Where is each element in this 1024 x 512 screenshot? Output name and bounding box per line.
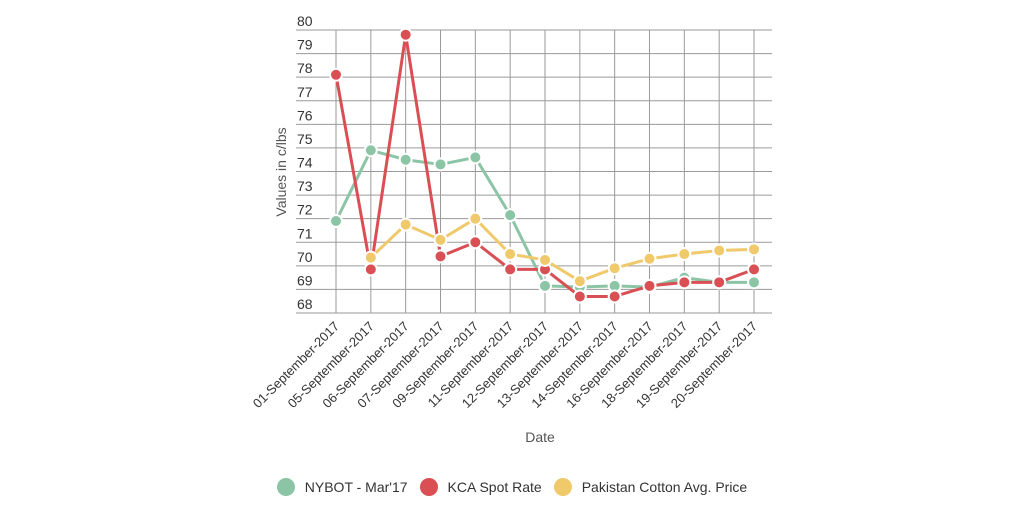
y-axis-title: Values in c/lbs <box>273 127 289 216</box>
x-axis-ticks: 01-September-201705-September-201706-Sep… <box>250 319 760 411</box>
data-point[interactable] <box>607 289 622 304</box>
data-point[interactable] <box>468 235 483 250</box>
series <box>329 27 761 304</box>
legend-label: NYBOT - Mar'17 <box>304 479 408 495</box>
data-point[interactable] <box>572 274 587 289</box>
legend-dot-icon <box>553 478 572 496</box>
data-point[interactable] <box>433 157 448 172</box>
legend-dot-icon <box>419 478 438 496</box>
legend-label: Pakistan Cotton Avg. Price <box>581 479 748 495</box>
legend-label: KCA Spot Rate <box>447 479 542 495</box>
series-2 <box>363 211 761 289</box>
grid <box>296 29 772 314</box>
data-point[interactable] <box>503 262 518 277</box>
legend-item[interactable]: NYBOT - Mar'17 <box>276 478 408 496</box>
data-point[interactable] <box>607 261 622 276</box>
data-point[interactable] <box>398 27 413 42</box>
y-tick-label: 76 <box>297 107 313 123</box>
legend-item[interactable]: Pakistan Cotton Avg. Price <box>553 478 748 496</box>
data-point[interactable] <box>677 247 692 262</box>
data-point[interactable] <box>572 289 587 304</box>
y-axis-ticks: 68 69 70 71 72 73 74 75 76 77 78 79 80 <box>297 13 313 312</box>
data-point[interactable] <box>329 67 343 82</box>
data-point[interactable] <box>398 152 413 167</box>
y-tick-label: 75 <box>297 131 313 147</box>
line-chart: 68 69 70 71 72 73 74 75 76 77 78 79 80 01-September-… <box>250 13 772 445</box>
data-point[interactable] <box>329 214 343 229</box>
data-point[interactable] <box>642 251 657 266</box>
data-point[interactable] <box>747 275 761 290</box>
data-point[interactable] <box>363 262 378 277</box>
data-point[interactable] <box>642 278 657 293</box>
data-point[interactable] <box>433 249 448 264</box>
legend-dot-icon <box>276 478 295 496</box>
x-axis-title: Date <box>525 429 555 445</box>
data-point[interactable] <box>712 275 727 290</box>
data-point[interactable] <box>433 232 448 247</box>
y-tick-label: 79 <box>297 37 313 53</box>
data-point[interactable] <box>538 252 552 267</box>
series-line <box>369 217 755 283</box>
data-point[interactable] <box>747 262 761 277</box>
data-point[interactable] <box>747 242 761 257</box>
y-tick-label: 73 <box>297 178 313 194</box>
data-point[interactable] <box>363 250 378 265</box>
data-point[interactable] <box>712 243 727 258</box>
series-1 <box>329 27 761 304</box>
y-tick-label: 68 <box>297 296 313 312</box>
y-tick-label: 70 <box>297 249 313 265</box>
y-tick-label: 71 <box>297 225 313 241</box>
data-point[interactable] <box>503 208 518 223</box>
y-tick-label: 77 <box>297 84 313 100</box>
data-point[interactable] <box>468 211 483 226</box>
y-tick-label: 78 <box>297 60 313 76</box>
y-tick-label: 74 <box>297 155 313 171</box>
legend: NYBOT - Mar'17 KCA Spot Rate Pakistan Cott… <box>0 478 1024 496</box>
data-point[interactable] <box>363 143 378 158</box>
y-tick-label: 80 <box>297 13 313 29</box>
data-point[interactable] <box>398 217 413 232</box>
data-point[interactable] <box>677 275 692 290</box>
data-point[interactable] <box>468 150 483 165</box>
data-point[interactable] <box>538 278 552 293</box>
y-tick-label: 69 <box>297 272 313 288</box>
y-tick-label: 72 <box>297 202 313 218</box>
legend-item[interactable]: KCA Spot Rate <box>419 478 542 496</box>
data-point[interactable] <box>503 247 518 262</box>
